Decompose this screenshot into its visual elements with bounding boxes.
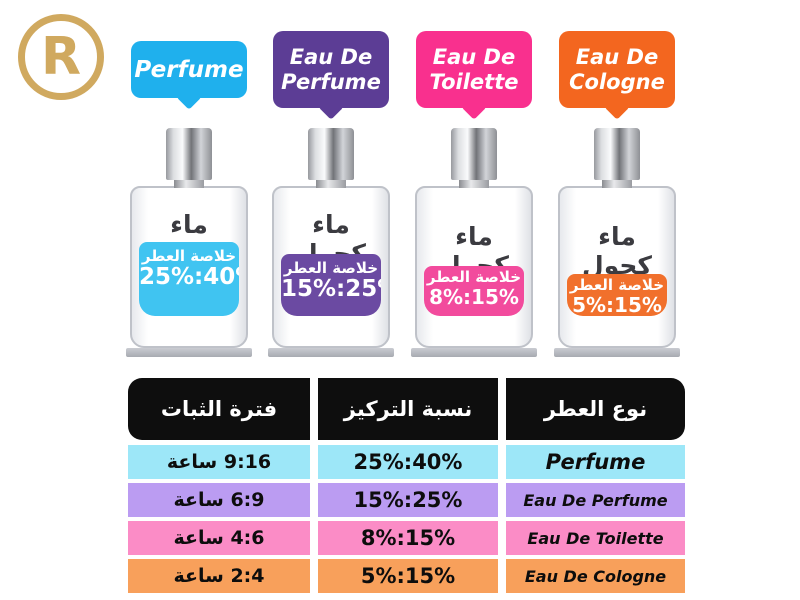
bubble-text: Perfume [281, 69, 381, 94]
essence-label: خلاصة العطر [569, 276, 665, 294]
bubble-text: Eau De [575, 45, 659, 70]
bottle-cap [451, 128, 497, 180]
registered-trademark-logo: R [18, 14, 104, 100]
bottle-body: ماء كحول خلاصة العطر 5%:15% [558, 186, 676, 348]
liquid-fill: خلاصة العطر 5%:15% [567, 274, 667, 316]
duration-cell: 6:9 ساعة [128, 483, 310, 517]
bottle-neck [459, 180, 489, 188]
bubble-pointer-icon [604, 94, 630, 120]
comparison-table: فترة الثبات نسبة التركيز نوع العطر 9:16 … [128, 378, 685, 593]
duration-cell: 2:4 ساعة [128, 559, 310, 593]
table-header-row: فترة الثبات نسبة التركيز نوع العطر [128, 378, 685, 440]
table-row-perfume: 9:16 ساعة 25%:40% Perfume [128, 445, 685, 479]
logo-letter: R [40, 27, 82, 87]
liquid-fill: خلاصة العطر 25%:40% [139, 242, 239, 316]
label-bubble-eau-de-perfume: Eau De Perfume [273, 31, 389, 120]
bottle-base [268, 348, 394, 357]
bubble-text: Cologne [569, 69, 665, 94]
bottle-base [411, 348, 537, 357]
concentration-value: 15%:25% [281, 276, 381, 303]
bottle-base [554, 348, 680, 357]
bubble-text: Perfume [134, 56, 244, 83]
table-row-eau-de-perfume: 6:9 ساعة 15%:25% Eau De Perfume [128, 483, 685, 517]
essence-label: خلاصة العطر [283, 259, 379, 277]
bottle-neck [174, 180, 204, 188]
bottle-column-eau-de-cologne: Eau De Cologne ماء كحول خلاصة العطر 5%:1… [545, 0, 689, 375]
alcohol-water-label: ماء كحول [439, 222, 509, 280]
bubble-pointer-icon [461, 94, 487, 120]
bottle-body: ماء كحول خلاصة العطر 15%:25% [272, 186, 390, 348]
concentration-value: 5%:15% [572, 293, 662, 316]
liquid-fill: خلاصة العطر 15%:25% [281, 254, 381, 316]
concentration-cell: 15%:25% [318, 483, 498, 517]
bottle-cap [166, 128, 212, 180]
bottle-cap [594, 128, 640, 180]
bottle-neck [602, 180, 632, 188]
bottle-base [126, 348, 252, 357]
concentration-value: 25%:40% [139, 264, 239, 291]
concentration-cell: 5%:15% [318, 559, 498, 593]
type-cell: Eau De Toilette [506, 521, 685, 555]
table-row-eau-de-toilette: 4:6 ساعة 8%:15% Eau De Toilette [128, 521, 685, 555]
header-duration: فترة الثبات [128, 378, 310, 440]
concentration-value: 8%:15% [429, 285, 519, 310]
bottle-neck [316, 180, 346, 188]
label-bubble-perfume: Perfume [131, 41, 247, 110]
type-cell: Perfume [506, 445, 685, 479]
bottle-body: ماء كحول خلاصة العطر 25%:40% [130, 186, 248, 348]
label-bubble-eau-de-cologne: Eau De Cologne [559, 31, 675, 120]
bubble-text: Eau De [289, 45, 373, 70]
bottle-column-eau-de-perfume: Eau De Perfume ماء كحول خلاصة العطر 15%:… [259, 0, 403, 375]
liquid-fill: خلاصة العطر 8%:15% [424, 266, 524, 316]
bottle-cap [308, 128, 354, 180]
label-bubble-eau-de-toilette: Eau De Toilette [416, 31, 532, 120]
essence-label: خلاصة العطر [426, 268, 522, 286]
header-concentration: نسبة التركيز [318, 378, 498, 440]
bubble-text: Eau De [432, 45, 516, 70]
concentration-cell: 25%:40% [318, 445, 498, 479]
bottle-column-eau-de-toilette: Eau De Toilette ماء كحول خلاصة العطر 8%:… [402, 0, 546, 375]
duration-cell: 9:16 ساعة [128, 445, 310, 479]
header-type: نوع العطر [506, 378, 685, 440]
bubble-pointer-icon [318, 94, 344, 120]
bottle-body: ماء كحول خلاصة العطر 8%:15% [415, 186, 533, 348]
type-cell: Eau De Cologne [506, 559, 685, 593]
alcohol-water-label: ماء كحول [582, 222, 652, 280]
duration-cell: 4:6 ساعة [128, 521, 310, 555]
type-cell: Eau De Perfume [506, 483, 685, 517]
bubble-text: Toilette [429, 69, 519, 94]
essence-label: خلاصة العطر [141, 247, 237, 265]
concentration-cell: 8%:15% [318, 521, 498, 555]
bubble-pointer-icon [176, 84, 202, 110]
bottle-column-perfume: Perfume ماء كحول خلاصة العطر 25%:40% [117, 0, 261, 375]
table-row-eau-de-cologne: 2:4 ساعة 5%:15% Eau De Cologne [128, 559, 685, 593]
